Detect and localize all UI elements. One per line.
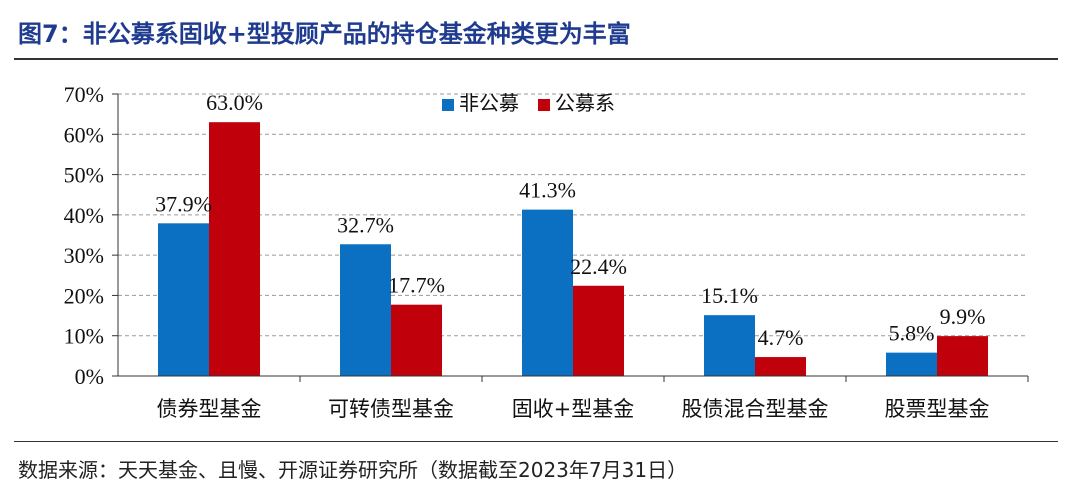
bar-public xyxy=(391,304,442,376)
title-divider xyxy=(14,58,1058,60)
bar-non-public xyxy=(704,315,755,376)
legend-label: 非公募 xyxy=(459,91,519,115)
data-label: 4.7% xyxy=(758,325,804,350)
y-tick-label: 60% xyxy=(64,122,104,147)
x-category-label: 可转债型基金 xyxy=(328,397,454,421)
y-tick-label: 40% xyxy=(64,203,104,228)
bar-non-public xyxy=(886,352,937,376)
bar-public xyxy=(573,285,624,376)
y-tick-label: 20% xyxy=(64,283,104,308)
data-label: 9.9% xyxy=(940,304,986,329)
bars xyxy=(158,122,988,376)
legend-swatch xyxy=(442,99,454,111)
y-tick-label: 10% xyxy=(64,324,104,349)
x-category-label: 债券型基金 xyxy=(157,397,262,421)
data-label: 41.3% xyxy=(519,178,576,203)
x-axis: 债券型基金 可转债型基金 固收+型基金 股债混合型基金 股票型基金 xyxy=(118,375,1029,421)
y-tick-label: 50% xyxy=(64,163,104,188)
source-divider xyxy=(14,441,1058,442)
data-label: 5.8% xyxy=(889,321,935,346)
y-tick-label: 70% xyxy=(64,82,104,107)
chart-title: 图7：非公募系固收+型投顾产品的持仓基金种类更为丰富 xyxy=(18,20,631,48)
legend-label: 公募系 xyxy=(555,91,615,115)
bar-non-public xyxy=(340,244,391,376)
data-label: 22.4% xyxy=(570,254,627,279)
y-axis: 0% 10% 20% 30% 40% 50% 60% 70% xyxy=(64,82,119,389)
data-label: 15.1% xyxy=(701,283,758,308)
x-category-label: 固收+型基金 xyxy=(512,397,635,421)
bar-public xyxy=(755,357,806,376)
bar-non-public xyxy=(522,209,573,376)
y-tick-label: 30% xyxy=(64,243,104,268)
x-category-label: 股票型基金 xyxy=(885,397,990,421)
data-labels: 37.9% 63.0% 32.7% 17.7% 41.3% 22.4% 15.1%4.7% 5… xyxy=(155,90,985,350)
y-tick-label: 0% xyxy=(75,364,104,389)
x-category-label: 股债混合型基金 xyxy=(682,397,829,421)
bar-public xyxy=(937,336,988,376)
legend-swatch xyxy=(538,99,550,111)
data-label: 37.9% xyxy=(155,191,212,216)
source-note: 数据来源：天天基金、且慢、开源证券研究所（数据截至2023年7月31日） xyxy=(18,458,688,482)
data-label: 32.7% xyxy=(337,212,394,237)
bar-non-public xyxy=(158,223,209,376)
legend: 非公募 公募系 xyxy=(442,91,615,115)
data-label: 63.0% xyxy=(206,90,263,115)
bar-public xyxy=(209,122,260,376)
data-label: 17.7% xyxy=(388,273,445,298)
